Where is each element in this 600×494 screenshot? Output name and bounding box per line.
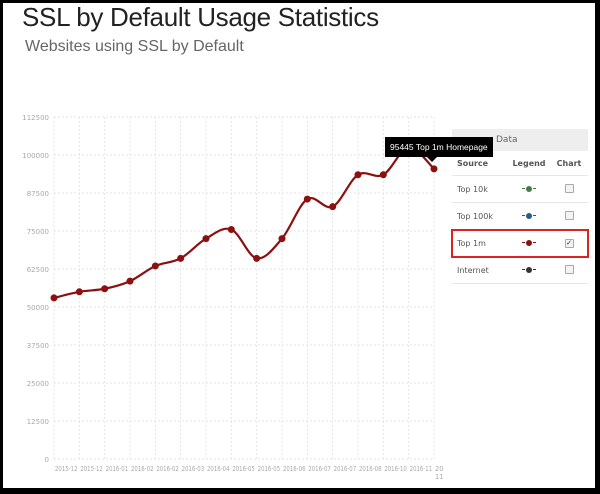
x-tick-label: 2016-01 [106, 465, 128, 473]
x-tick-label: 2016-08 [359, 465, 382, 473]
x-tick-label: 2016-02 [131, 465, 154, 473]
source-label: Top 10k [457, 184, 488, 194]
y-tick-label: 37500 [27, 342, 49, 350]
y-tick-label: 100000 [22, 152, 49, 160]
y-tick-label: 25000 [27, 380, 49, 388]
y-tick-label: 112500 [22, 114, 49, 122]
x-tick-label: 2016-02 [156, 465, 179, 473]
data-point [329, 203, 337, 211]
x-tick-label: 2016-05 [258, 465, 281, 473]
source-row[interactable]: Internet [452, 257, 588, 284]
legend-marker-icon [507, 212, 551, 221]
x-tick-label: 2015-12 [55, 465, 78, 473]
legend-marker-icon [507, 266, 551, 275]
y-tick-label: 75000 [27, 228, 49, 236]
data-point [354, 171, 362, 179]
page [3, 3, 595, 488]
header-legend: Legend [512, 158, 546, 168]
chart-checkbox[interactable]: ✓ [564, 239, 574, 248]
data-point [430, 165, 438, 173]
x-tick-label: 2016-07 [334, 465, 357, 473]
source-label: Top 100k [457, 211, 493, 221]
chart-checkbox[interactable] [551, 210, 587, 222]
legend-marker-icon [507, 185, 551, 194]
data-point [151, 262, 159, 270]
header-chart: Chart [556, 158, 582, 168]
legend-marker-icon [507, 239, 551, 248]
data-point [126, 277, 134, 285]
chart-checkbox[interactable] [551, 183, 587, 195]
x-tick-label: 2016-06 [283, 465, 306, 473]
header-source: Source [457, 158, 489, 168]
data-point [50, 294, 58, 302]
y-tick-label: 50000 [27, 304, 49, 312]
data-point [202, 235, 210, 243]
data-point [253, 254, 261, 262]
x-tick-label: 2016-03 [182, 465, 205, 473]
x-tick-label: 2016-11 [410, 465, 433, 473]
source-label: Top 1m [457, 238, 486, 248]
data-point [75, 288, 83, 296]
data-point [227, 225, 235, 233]
chart-tooltip: 95445 Top 1m Homepage [385, 137, 493, 162]
data-point [278, 235, 286, 243]
x-tick-label: 2016-07 [308, 465, 331, 473]
chart-checkbox[interactable] [551, 264, 587, 276]
data-panel: Data Source Legend Chart Top 10k Top 100… [451, 129, 589, 284]
source-row[interactable]: Top 10k [452, 176, 588, 203]
y-tick-label: 12500 [27, 418, 49, 426]
panel-header-row: Source Legend Chart [452, 151, 588, 176]
page-title: SSL by Default Usage Statistics [22, 2, 379, 32]
source-row[interactable]: Top 1m ✓ [451, 229, 589, 258]
y-tick-label: 0 [45, 456, 49, 464]
source-label: Internet [457, 265, 489, 275]
source-row[interactable]: Top 100k [452, 203, 588, 230]
y-tick-label: 62500 [27, 266, 49, 274]
x-tick-label: 2016-10 [384, 465, 407, 473]
series-line [53, 146, 435, 299]
page-subtitle: Websites using SSL by Default [25, 38, 244, 55]
y-tick-label: 87500 [27, 190, 49, 198]
x-tick-label: 2016-04 [207, 465, 230, 473]
x-tick-label: 2016-05 [232, 465, 255, 473]
data-point [379, 171, 387, 179]
x-tick-label: 2015-12 [80, 465, 103, 473]
data-point [303, 195, 311, 203]
data-point [101, 285, 109, 293]
x-tick-label: 11 [435, 473, 443, 481]
data-point [177, 254, 185, 262]
x-tick-label: 20 [435, 465, 443, 473]
